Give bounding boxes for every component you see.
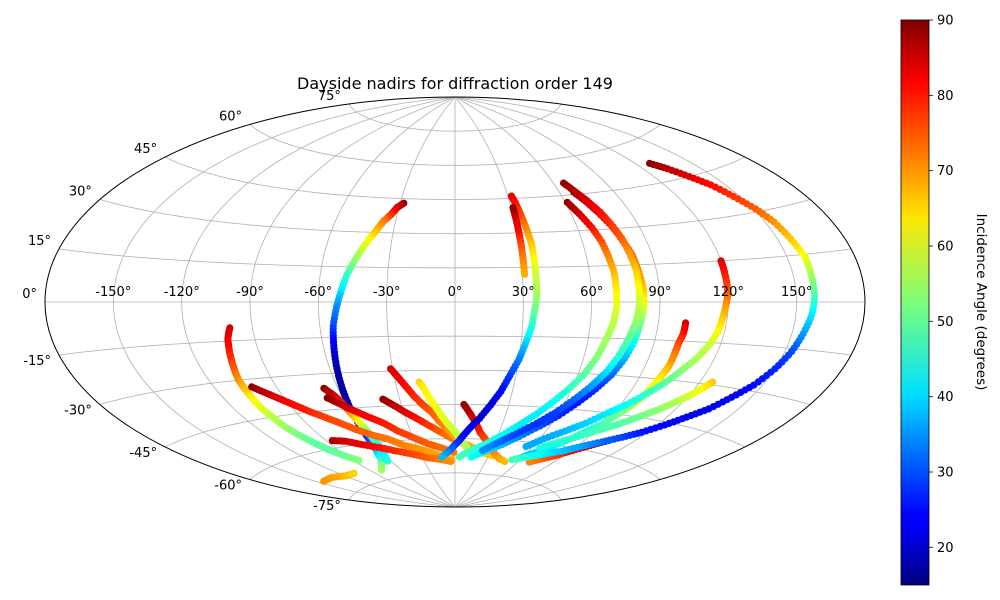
data-point — [467, 453, 475, 461]
latitude-tick-label: 75° — [318, 89, 341, 104]
data-point — [501, 457, 509, 466]
longitude-tick-label: 90° — [648, 285, 671, 300]
data-point — [521, 270, 529, 278]
latitude-tick-label: 15° — [28, 234, 51, 249]
longitude-tick-label: 60° — [580, 285, 603, 300]
data-point — [522, 443, 530, 451]
latitude-tick-label: 45° — [134, 142, 157, 157]
latitude-tick-label: 0° — [22, 287, 37, 302]
data-point — [447, 457, 455, 466]
colorbar-ticks: 20 30 40 50 60 70 80 90 — [929, 14, 954, 556]
longitude-tick-label: -90° — [236, 285, 264, 300]
colorbar-tick-label: 30 — [937, 466, 954, 481]
colorbar-tick-label: 60 — [937, 240, 954, 255]
longitude-tick-label: -150° — [95, 285, 131, 300]
latitude-tick-label: -60° — [214, 479, 242, 494]
latitude-tick-label: 30° — [69, 185, 92, 200]
colorbar-tick-label: 40 — [937, 390, 954, 405]
data-point — [377, 466, 386, 474]
parallel-line — [164, 156, 746, 200]
colorbar-label: Incidence Angle (degrees) — [973, 214, 989, 391]
colorbar-tick-label: 50 — [937, 315, 954, 330]
data-point — [479, 447, 487, 455]
parallel-line — [348, 472, 562, 501]
parallel-line — [249, 124, 661, 166]
latitude-tick-label: -45° — [129, 446, 157, 461]
colorbar-tick-label: 90 — [937, 14, 954, 29]
parallel-line — [99, 369, 811, 405]
parallel-line — [58, 335, 852, 356]
tick-labels: -150° -120° -90° -60° -30° 0° 30° 60° 90° 120° 150… — [22, 89, 812, 514]
colorbar-tick-label: 80 — [937, 89, 954, 104]
data-point — [508, 456, 516, 464]
latitude-tick-label: -15° — [23, 354, 51, 369]
latitude-tick-label: -30° — [64, 404, 92, 419]
latitude-tick-label: -75° — [313, 499, 341, 514]
parallel-line — [164, 404, 746, 448]
longitude-tick-label: -120° — [164, 285, 200, 300]
longitude-tick-label: 0° — [448, 285, 463, 300]
data-point — [455, 453, 463, 461]
data-point — [355, 456, 363, 464]
latitude-tick-label: 60° — [219, 110, 242, 125]
longitude-tick-label: 150° — [781, 285, 812, 300]
chart-title: Dayside nadirs for diffraction order 149 — [297, 74, 613, 93]
longitude-tick-label: 30° — [512, 285, 535, 300]
colorbar-tick-label: 70 — [937, 164, 954, 179]
parallel-line — [99, 199, 811, 235]
colorbar — [900, 19, 930, 586]
map-boundary — [44, 96, 866, 508]
data-points — [224, 159, 819, 485]
longitude-tick-label: -60° — [304, 285, 332, 300]
data-point — [536, 444, 544, 452]
data-point — [438, 453, 446, 461]
longitude-tick-label: 120° — [713, 285, 744, 300]
longitude-tick-label: -30° — [373, 285, 401, 300]
data-point — [384, 457, 392, 465]
data-point — [350, 469, 358, 477]
colorbar-tick-label: 20 — [937, 541, 954, 556]
parallel-line — [348, 103, 562, 132]
